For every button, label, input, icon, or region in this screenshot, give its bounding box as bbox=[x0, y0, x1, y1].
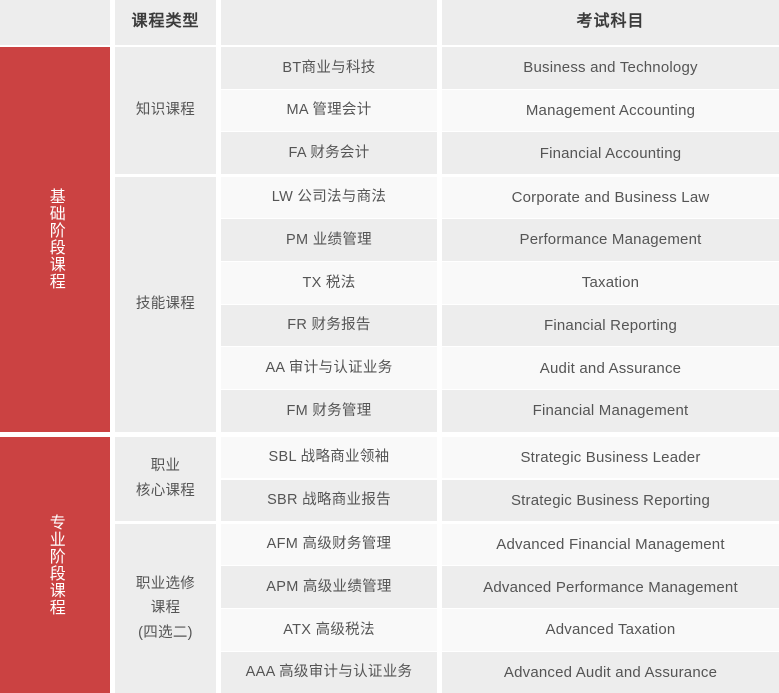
course-name-cell: PM 业绩管理 bbox=[221, 219, 437, 261]
stage-label-cell: 专业阶段课程 bbox=[0, 436, 110, 693]
header-cell-course-type: 课程类型 bbox=[115, 0, 216, 45]
course-type-cell: 技能课程 bbox=[115, 176, 216, 432]
course-name-cell: SBL 战略商业领袖 bbox=[221, 436, 437, 479]
course-name-cell: AFM 高级财务管理 bbox=[221, 523, 437, 566]
exam-subject-cell: Management Accounting bbox=[442, 89, 779, 132]
exam-subject-cell: Financial Management bbox=[442, 390, 779, 432]
exam-subject-cell: Advanced Taxation bbox=[442, 609, 779, 651]
course-type-cell: 知识课程 bbox=[115, 47, 216, 174]
course-name-cell: SBR 战略商业报告 bbox=[221, 479, 437, 521]
exam-subject-cell: Financial Reporting bbox=[442, 304, 779, 347]
exam-subject-cell: Audit and Assurance bbox=[442, 347, 779, 389]
course-name-cell: AAA 高级审计与认证业务 bbox=[221, 651, 437, 693]
course-name-cell: BT商业与科技 bbox=[221, 47, 437, 89]
exam-subject-cell: Strategic Business Leader bbox=[442, 436, 779, 479]
header-cell-stage bbox=[0, 0, 110, 45]
course-name-cell: FA 财务会计 bbox=[221, 132, 437, 174]
course-type-cell: 职业选修 课程 (四选二) bbox=[115, 523, 216, 693]
course-name-cell: FR 财务报告 bbox=[221, 304, 437, 347]
course-name-cell: FM 财务管理 bbox=[221, 390, 437, 432]
course-name-cell: TX 税法 bbox=[221, 262, 437, 304]
exam-subject-cell: Business and Technology bbox=[442, 47, 779, 89]
exam-subject-cell: Advanced Performance Management bbox=[442, 566, 779, 608]
exam-subject-cell: Advanced Financial Management bbox=[442, 523, 779, 566]
course-name-cell: ATX 高级税法 bbox=[221, 609, 437, 651]
course-type-cell: 职业 核心课程 bbox=[115, 436, 216, 521]
course-name-cell: MA 管理会计 bbox=[221, 89, 437, 132]
exam-subject-cell: Corporate and Business Law bbox=[442, 176, 779, 219]
exam-subject-cell: Advanced Audit and Assurance bbox=[442, 651, 779, 693]
stage-label-cell: 基础阶段课程 bbox=[0, 47, 110, 432]
exam-subject-cell: Taxation bbox=[442, 262, 779, 304]
course-name-cell: APM 高级业绩管理 bbox=[221, 566, 437, 608]
header-cell-exam-subject: 考试科目 bbox=[442, 0, 779, 45]
course-name-cell: LW 公司法与商法 bbox=[221, 176, 437, 219]
course-name-cell: AA 审计与认证业务 bbox=[221, 347, 437, 389]
exam-subject-cell: Financial Accounting bbox=[442, 132, 779, 174]
header-cell-course-name bbox=[221, 0, 437, 45]
exam-subject-cell: Strategic Business Reporting bbox=[442, 479, 779, 521]
exam-subject-cell: Performance Management bbox=[442, 219, 779, 261]
